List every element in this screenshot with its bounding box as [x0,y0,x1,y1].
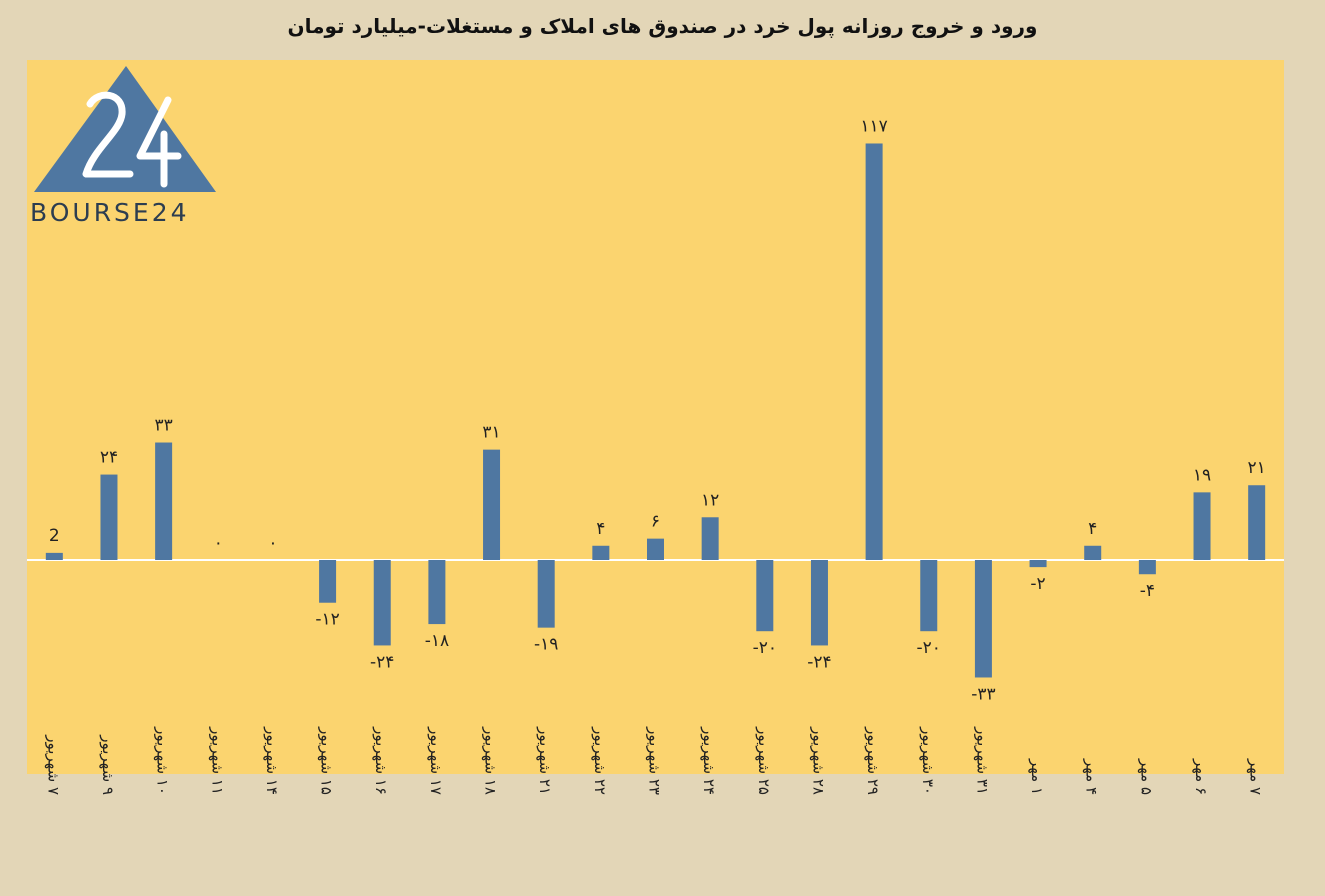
bar [756,560,774,632]
data-label: ۱۲ [701,490,719,510]
bar [974,560,992,678]
x-tick-label: ۹ شهریور [99,734,117,795]
x-tick-label: ۴ مهر [1083,758,1101,795]
data-label: ۱۱۷ [860,116,887,136]
x-tick-label: ۳۱ شهریور [973,726,991,795]
chart-title: ورود و خروج روزانه پول خرد در صندوق های … [287,14,1038,38]
data-label: -۳۳ [971,684,995,704]
x-tick-label: ۳۰ شهریور [919,726,937,795]
bar [319,560,337,603]
data-label: ۶ [651,512,660,532]
bourse24-logo-icon [34,66,216,192]
data-label: -۱۲ [315,610,339,630]
x-tick-label: ۷ مهر [1247,758,1265,795]
bar [100,474,118,560]
x-tick-label: ۲۴ شهریور [700,726,718,795]
bar [592,545,610,560]
bar [537,560,555,628]
data-label: ۴ [1088,519,1097,539]
x-tick-label: ۲۱ شهریور [536,726,554,795]
data-label: ۲۱ [1248,458,1266,478]
plot-area [27,60,1284,774]
bar [373,560,391,646]
x-tick-label: ۱۷ شهریور [427,726,445,795]
bar [483,449,501,560]
bar [647,538,664,560]
data-label: -۱۸ [425,631,449,651]
x-tick-label: ۷ شهریور [44,734,62,795]
x-tick-label: ۲۳ شهریور [646,726,664,795]
data-label: ۱۹ [1193,465,1211,485]
bar [865,143,883,561]
bar [428,560,446,625]
data-label: ۰ [268,533,277,553]
bar [1193,492,1211,560]
x-tick-label: ۲۸ شهریور [809,726,827,795]
bar [920,560,938,632]
bar [1248,485,1266,560]
data-label: -۲ [1030,574,1045,594]
x-tick-label: ۱ مهر [1028,758,1046,795]
x-tick-label: ۱۵ شهریور [318,726,336,795]
data-label: -۴ [1140,581,1155,601]
data-label: 2 [49,526,60,546]
x-tick-label: ۵ مهر [1137,758,1155,795]
x-tick-label: ۱۶ شهریور [372,726,390,795]
data-label: ۳۳ [154,416,172,436]
bar [1138,560,1156,575]
bar [701,517,719,560]
logo-text: BOURSE24 [30,198,190,227]
data-label: ۳۱ [482,423,500,443]
data-label: -۲۴ [370,652,394,672]
x-tick-label: ۱۰ شهریور [154,726,172,795]
data-label: ۲۴ [100,448,118,468]
x-tick-label: ۲۵ شهریور [755,726,773,795]
bar [1084,545,1102,560]
x-tick-label: ۲۲ شهریور [591,726,609,795]
data-label: -۲۰ [753,638,777,658]
x-tick-label: ۲۹ شهریور [864,726,882,795]
x-tick-label: ۱۴ شهریور [263,726,281,795]
bar [1029,560,1047,568]
data-label: ۰ [214,533,223,553]
x-tick-label: ۶ مهر [1192,758,1210,795]
bar [155,442,173,560]
data-label: -۲۰ [917,638,941,658]
bar [45,552,63,560]
bar [810,560,828,646]
data-label: -۱۹ [534,635,558,655]
data-label: ۴ [596,519,605,539]
x-tick-label: ۱۱ شهریور [208,726,226,795]
x-tick-label: ۱۸ شهریور [482,726,500,795]
data-label: -۲۴ [807,652,831,672]
